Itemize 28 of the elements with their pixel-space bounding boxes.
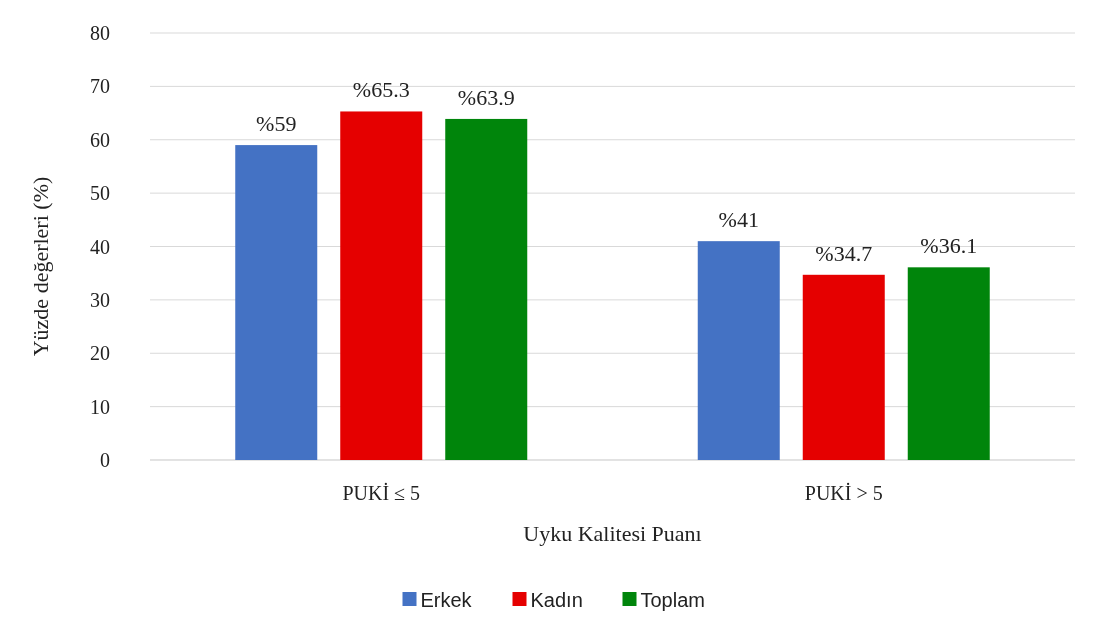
y-axis-title: Yüzde değerleri (%) <box>28 176 53 357</box>
y-tick-label: 60 <box>90 128 110 151</box>
data-label: %34.7 <box>815 240 873 266</box>
x-tick-label: PUKİ ≤ 5 <box>342 482 421 504</box>
y-tick-label: 70 <box>90 75 110 98</box>
bar <box>235 145 318 460</box>
y-tick-label: 50 <box>90 182 110 205</box>
bar <box>340 111 423 460</box>
bar <box>697 241 780 460</box>
y-tick-label: 40 <box>90 235 110 258</box>
x-axis-title: Uyku Kalitesi Puanı <box>523 521 702 546</box>
x-tick-label: PUKİ > 5 <box>804 482 883 504</box>
legend-label: Erkek <box>420 589 473 611</box>
y-tick-label: 0 <box>100 449 110 471</box>
y-tick-label: 20 <box>90 342 110 365</box>
data-label: %63.9 <box>457 84 515 110</box>
data-label: %41 <box>718 207 759 233</box>
data-label: %36.1 <box>920 233 978 259</box>
y-tick-label: 30 <box>90 288 110 311</box>
y-tick-label: 80 <box>90 22 110 44</box>
y-tick-label: 10 <box>90 395 110 418</box>
data-label: %59 <box>256 111 297 137</box>
bar <box>445 118 528 460</box>
legend-label: Toplam <box>640 589 705 611</box>
legend-label: Kadın <box>530 589 583 611</box>
bar <box>907 267 990 460</box>
data-label: %65.3 <box>352 77 410 103</box>
bar <box>802 274 885 460</box>
